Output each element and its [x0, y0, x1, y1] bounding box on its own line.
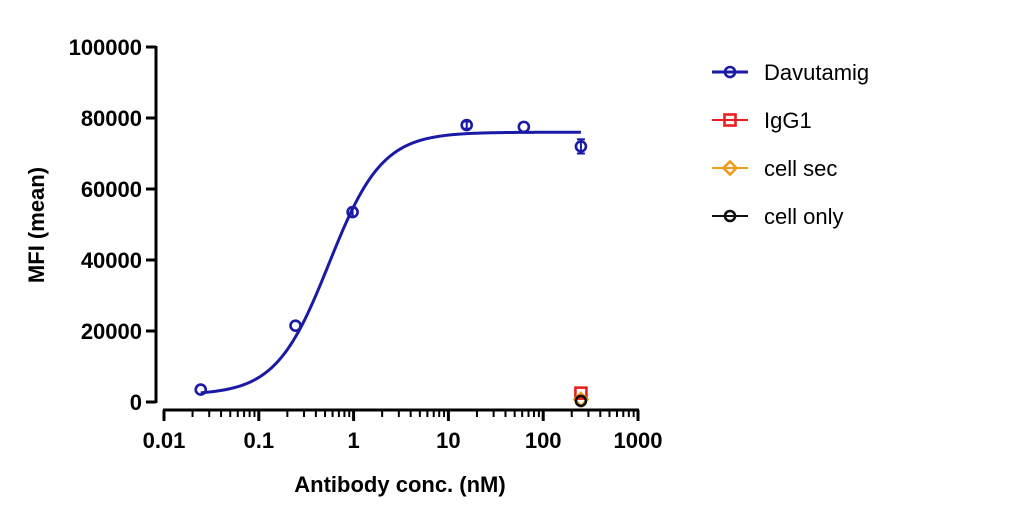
data-point [517, 120, 531, 134]
y-tick-label: 60000 [81, 177, 142, 202]
x-tick-label: 10 [436, 428, 460, 453]
x-tick-label: 0.01 [143, 428, 186, 453]
data-point [289, 319, 302, 332]
axes: 0 20000 40000 60000 80000 100000 0.01 0.1 1 10 100… [69, 35, 663, 453]
y-tick-label: 40000 [81, 248, 142, 273]
data-point [574, 140, 588, 153]
legend-item: cell sec [712, 156, 837, 181]
legend-label: IgG1 [764, 108, 812, 133]
legend-marker [723, 65, 737, 79]
legend-marker [723, 209, 737, 223]
y-tick-label: 100000 [69, 35, 142, 60]
legend-marker [723, 113, 737, 127]
legend-label: cell only [764, 204, 843, 229]
legend: Davutamig IgG1 cell sec cell only [712, 60, 869, 229]
y-tick-label: 80000 [81, 106, 142, 131]
y-tick-label: 0 [130, 390, 142, 415]
data-point [574, 386, 588, 400]
x-tick-label: 100 [525, 428, 562, 453]
data-point [194, 383, 208, 396]
legend-marker [721, 159, 739, 177]
legend-label: cell sec [764, 156, 837, 181]
data-point [574, 394, 588, 408]
x-tick-label: 1 [347, 428, 359, 453]
fit-curve [200, 130, 581, 395]
x-axis-title: Antibody conc. (nM) [294, 472, 505, 497]
legend-item: cell only [712, 204, 843, 229]
legend-label: Davutamig [764, 60, 869, 85]
x-tick-label: 1000 [614, 428, 663, 453]
data-point [460, 118, 474, 132]
legend-item: Davutamig [712, 60, 869, 85]
data-point [346, 205, 359, 219]
y-tick-label: 20000 [81, 319, 142, 344]
y-axis-title: MFI (mean) [24, 167, 49, 283]
x-tick-label: 0.1 [244, 428, 275, 453]
legend-item: IgG1 [712, 108, 812, 133]
plot-area [194, 118, 590, 408]
